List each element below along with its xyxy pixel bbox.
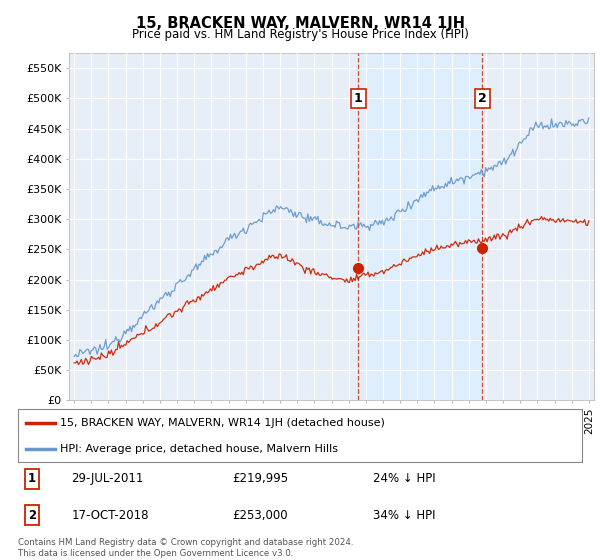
Text: 2: 2 — [28, 508, 36, 521]
Text: 24% ↓ HPI: 24% ↓ HPI — [373, 473, 436, 486]
Text: 1: 1 — [28, 473, 36, 486]
Text: 34% ↓ HPI: 34% ↓ HPI — [373, 508, 436, 521]
Text: 17-OCT-2018: 17-OCT-2018 — [71, 508, 149, 521]
Text: Contains HM Land Registry data © Crown copyright and database right 2024.
This d: Contains HM Land Registry data © Crown c… — [18, 538, 353, 558]
Bar — [358, 53, 482, 400]
Text: £253,000: £253,000 — [232, 508, 288, 521]
Text: Price paid vs. HM Land Registry's House Price Index (HPI): Price paid vs. HM Land Registry's House … — [131, 28, 469, 41]
Text: 1: 1 — [354, 92, 363, 105]
Text: 29-JUL-2011: 29-JUL-2011 — [71, 473, 144, 486]
Text: 2: 2 — [478, 92, 487, 105]
Text: £219,995: £219,995 — [232, 473, 289, 486]
Text: 15, BRACKEN WAY, MALVERN, WR14 1JH: 15, BRACKEN WAY, MALVERN, WR14 1JH — [136, 16, 464, 31]
Text: 15, BRACKEN WAY, MALVERN, WR14 1JH (detached house): 15, BRACKEN WAY, MALVERN, WR14 1JH (deta… — [60, 418, 385, 428]
Text: HPI: Average price, detached house, Malvern Hills: HPI: Average price, detached house, Malv… — [60, 444, 338, 454]
